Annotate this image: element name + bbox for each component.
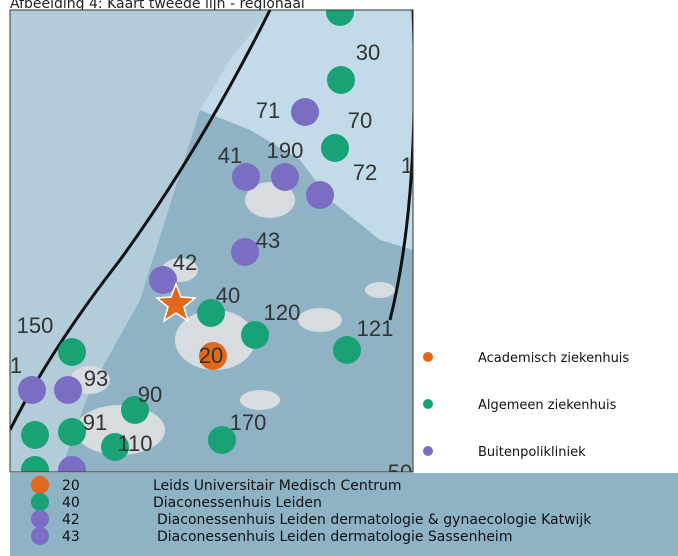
marker-label: 91 [83,410,107,435]
marker-label: 71 [256,98,280,123]
marker-label: 93 [84,366,108,391]
marker [321,134,349,162]
marker-label: 41 [218,143,242,168]
marker-label: 43 [256,228,280,253]
marker [58,456,86,472]
marker [271,163,299,191]
marker-label: 70 [348,108,372,133]
table-dot [31,527,49,545]
marker-label: 50 [388,460,412,485]
table-dot [31,510,49,528]
legend-label: Algemeen ziekenhuis [478,398,617,413]
marker [197,299,225,327]
marker-label: 121 [357,316,394,341]
legend-label: Buitenpolikliniek [478,445,586,460]
marker-label: 20 [199,343,223,368]
map: 30 71 70 41 190 72 1 43 42 40 120 121 150 1 93 20 90 91 11… [10,10,413,485]
table-name: Diaconessenhuis Leiden dermatologie Sass… [157,529,512,545]
marker-label: 170 [230,410,267,435]
table-dot [31,476,49,494]
marker [326,10,354,26]
table-number: 42 [62,512,80,528]
marker-label: 30 [356,40,380,65]
legend-dot [423,352,433,362]
table-number: 20 [62,478,80,494]
marker-label: 42 [173,250,197,275]
marker-label: 190 [267,138,304,163]
marker-label: 90 [138,382,162,407]
marker [149,266,177,294]
table-name: Leids Universitair Medisch Centrum [153,478,402,494]
marker [241,321,269,349]
marker [333,336,361,364]
table-name: Diaconessenhuis Leiden [153,495,322,511]
table-dot [31,493,49,511]
marker [291,98,319,126]
marker [327,66,355,94]
caption: Afbeelding 4: Kaart tweede lijn - region… [10,0,305,12]
marker [306,181,334,209]
markers: 30 71 70 41 190 72 1 43 42 40 120 121 150 1 93 20 90 91 11… [10,10,413,485]
marker-label: 72 [353,160,377,185]
marker [232,163,260,191]
table-name: Diaconessenhuis Leiden dermatologie & gy… [157,512,592,528]
coastline [10,10,272,431]
marker-label: 120 [264,300,301,325]
marker [54,376,82,404]
marker [58,338,86,366]
marker-label: 110 [117,431,152,456]
table-number: 43 [62,529,80,545]
marker [21,421,49,449]
marker-label: 40 [216,283,240,308]
marker [21,456,49,472]
legend-label: Academisch ziekenhuis [478,351,629,366]
map-frame [9,9,414,473]
marker-label: 1 [10,353,22,378]
legend-dot [423,399,433,409]
marker [18,376,46,404]
marker [101,433,129,461]
table-number: 40 [62,495,80,511]
star [155,281,197,323]
marker-label: 1 [401,153,413,178]
marker [199,342,227,370]
marker-label: 150 [17,313,54,338]
table: 20 Leids Universitair Medisch Centrum 40 Di… [31,476,592,545]
border [388,10,413,321]
marker [208,426,236,454]
sea-light [200,10,413,250]
table-bg [10,473,678,556]
marker [121,396,149,424]
marker [58,418,86,446]
marker [231,238,259,266]
legend-dot [423,446,433,456]
legend: Academisch ziekenhuis Algemeen ziekenhuis… [423,351,629,460]
